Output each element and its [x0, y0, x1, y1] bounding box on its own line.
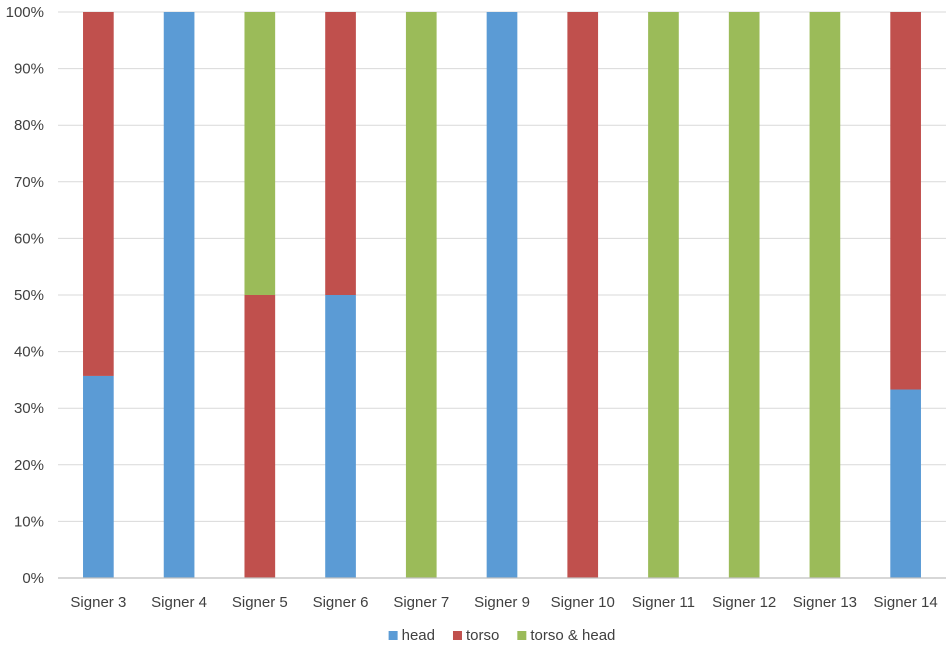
bar-segment-torso — [890, 12, 921, 390]
bar-segment-head — [163, 12, 195, 578]
x-tick-label: Signer 7 — [393, 594, 449, 611]
x-tick-label: Signer 14 — [874, 594, 938, 611]
legend-swatch — [388, 631, 398, 640]
legend: head torso torso & head — [388, 627, 615, 644]
bar-segment-head — [890, 389, 921, 578]
bar-segment-torso-head — [405, 12, 437, 578]
y-tick-label: 30% — [14, 400, 44, 417]
legend-label: torso — [466, 627, 499, 644]
bar-segment-head — [486, 12, 518, 578]
bar-segment-torso — [567, 12, 599, 578]
x-tick-label: Signer 3 — [70, 594, 126, 611]
bar-segment-torso-head — [648, 12, 679, 578]
x-tick-label: Signer 11 — [632, 594, 695, 611]
y-tick-label: 0% — [22, 570, 44, 587]
y-tick-label: 90% — [14, 61, 44, 78]
x-tick-label: Signer 9 — [474, 594, 530, 611]
bar-segment-torso — [244, 295, 276, 578]
legend-swatch — [517, 631, 527, 640]
x-tick-label: Signer 13 — [793, 594, 857, 611]
x-tick-label: Signer 4 — [151, 594, 207, 611]
bar-segment-torso-head — [809, 12, 841, 578]
y-tick-label: 20% — [14, 457, 44, 474]
bar-segment-torso — [83, 12, 114, 376]
y-tick-label: 60% — [14, 230, 44, 247]
bar-segment-head — [325, 295, 356, 578]
legend-label: head — [402, 627, 435, 644]
legend-swatch — [452, 631, 462, 640]
y-tick-label: 70% — [14, 174, 44, 191]
y-tick-label: 100% — [6, 4, 44, 21]
bar-segment-head — [83, 375, 114, 578]
x-tick-label: Signer 10 — [551, 594, 615, 611]
legend-label: torso & head — [530, 627, 615, 644]
y-tick-label: 10% — [14, 513, 44, 530]
bar-segment-torso-head — [728, 12, 760, 578]
bars — [83, 12, 921, 578]
x-tick-label: Signer 5 — [232, 594, 288, 611]
x-tick-label: Signer 12 — [712, 594, 776, 611]
bar-segment-torso — [325, 12, 356, 295]
y-tick-label: 80% — [14, 117, 44, 134]
y-tick-label: 50% — [14, 287, 44, 304]
y-tick-label: 40% — [14, 344, 44, 361]
bar-segment-torso-head — [244, 12, 276, 295]
axes: 0% 10% 20% 30% 40% 50% 60% 70% 80% 90% 100% Signer … — [6, 4, 946, 611]
x-tick-label: Signer 6 — [313, 594, 369, 611]
